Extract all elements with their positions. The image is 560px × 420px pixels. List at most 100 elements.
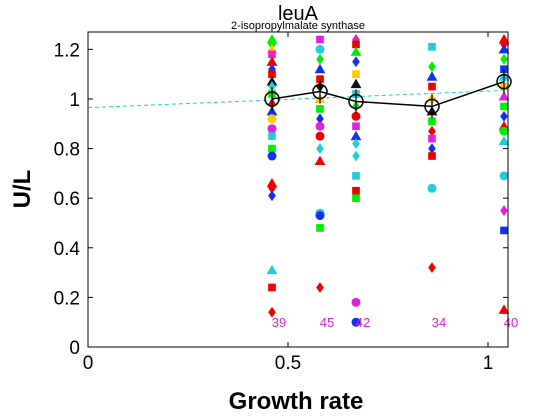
data-point <box>350 130 362 141</box>
trend-line <box>87 89 509 109</box>
data-point <box>500 205 508 216</box>
data-point <box>267 124 277 134</box>
data-point <box>352 70 360 78</box>
data-point <box>427 183 437 193</box>
data-point <box>350 78 362 89</box>
data-point <box>266 34 278 44</box>
data-point <box>500 102 508 111</box>
data-point <box>352 150 360 162</box>
data-point <box>500 65 508 74</box>
data-point <box>316 35 324 44</box>
sample-count-label: 42 <box>356 315 370 330</box>
data-point <box>315 121 325 131</box>
data-point <box>268 182 276 194</box>
y-tick-label: 1 <box>69 90 80 111</box>
data-point <box>314 155 326 166</box>
scatter-layer <box>266 34 510 327</box>
data-point <box>268 50 276 59</box>
data-point <box>428 143 436 154</box>
data-point <box>428 152 436 160</box>
data-point <box>266 264 278 275</box>
data-point <box>316 105 324 113</box>
data-point <box>268 70 276 78</box>
x-tick-label: 0.5 <box>275 353 301 374</box>
mean-point <box>424 98 440 115</box>
data-point <box>315 131 325 141</box>
data-point <box>428 82 436 91</box>
data-point <box>352 194 360 203</box>
sample-count-label: 34 <box>432 315 446 330</box>
data-point <box>316 143 324 154</box>
data-point <box>315 44 325 54</box>
data-point <box>500 110 508 122</box>
data-point <box>266 177 278 188</box>
x-tick-label: 1 <box>483 353 494 374</box>
data-point <box>499 171 509 181</box>
data-point <box>315 211 325 221</box>
data-point <box>352 186 360 195</box>
data-point <box>266 56 278 66</box>
data-point <box>351 111 361 121</box>
data-point <box>351 297 361 307</box>
data-point <box>268 306 276 318</box>
data-point <box>268 190 276 202</box>
data-point <box>351 317 361 327</box>
data-point <box>350 46 362 56</box>
data-point <box>352 40 360 49</box>
data-point <box>428 43 436 51</box>
mean-point <box>496 73 512 90</box>
data-point <box>268 81 276 92</box>
data-point <box>428 117 436 126</box>
data-point <box>428 134 436 143</box>
data-point <box>352 172 360 180</box>
trend-line-layer <box>87 89 509 109</box>
y-tick-label: 0.4 <box>54 239 81 260</box>
y-tick-label: 0.2 <box>54 288 80 309</box>
y-axis-label: U/L <box>9 170 36 209</box>
mean-point <box>348 93 364 110</box>
data-point <box>498 34 510 44</box>
y-tick-label: 0 <box>69 338 80 359</box>
data-point <box>352 138 360 150</box>
mean-point <box>264 91 280 107</box>
data-point <box>498 135 510 146</box>
y-tick-label: 0.8 <box>54 140 80 161</box>
data-point <box>314 63 326 74</box>
y-tick-label: 0.6 <box>54 189 80 210</box>
sample-count-label: 39 <box>272 315 286 330</box>
data-point <box>428 262 436 274</box>
data-point <box>267 114 277 124</box>
data-point <box>498 304 510 314</box>
mean-series-layer <box>264 69 512 119</box>
data-point <box>499 126 509 136</box>
data-point <box>267 151 277 161</box>
data-point <box>498 91 510 101</box>
data-point <box>268 283 276 292</box>
data-point <box>266 76 278 86</box>
chart-title: leuA <box>278 3 319 25</box>
sample-count-label: 40 <box>504 315 518 330</box>
plot-area <box>88 32 508 347</box>
x-axis-label: Growth rate <box>229 388 364 415</box>
mean-point <box>312 83 328 100</box>
data-point <box>268 132 276 140</box>
data-point <box>500 53 508 65</box>
data-point <box>316 75 324 83</box>
data-point <box>426 71 438 81</box>
data-point <box>500 226 508 235</box>
x-tick-label: 0 <box>83 353 94 374</box>
sample-count-label: 45 <box>320 315 334 330</box>
data-point <box>316 282 324 293</box>
data-point <box>268 144 276 153</box>
y-axis-ticks: 0 0.2 0.4 0.6 0.8 1 1.2 <box>54 40 508 359</box>
data-point <box>428 125 436 137</box>
data-point <box>352 56 360 68</box>
sample-counts: 39 45 42 34 40 <box>272 315 518 330</box>
y-tick-label: 1.2 <box>54 40 80 61</box>
data-point <box>428 61 436 73</box>
plot-frame <box>87 31 509 348</box>
chart-subtitle: 2-isopropylmalate synthase <box>231 20 365 32</box>
data-point <box>316 53 324 65</box>
data-point <box>498 43 510 54</box>
